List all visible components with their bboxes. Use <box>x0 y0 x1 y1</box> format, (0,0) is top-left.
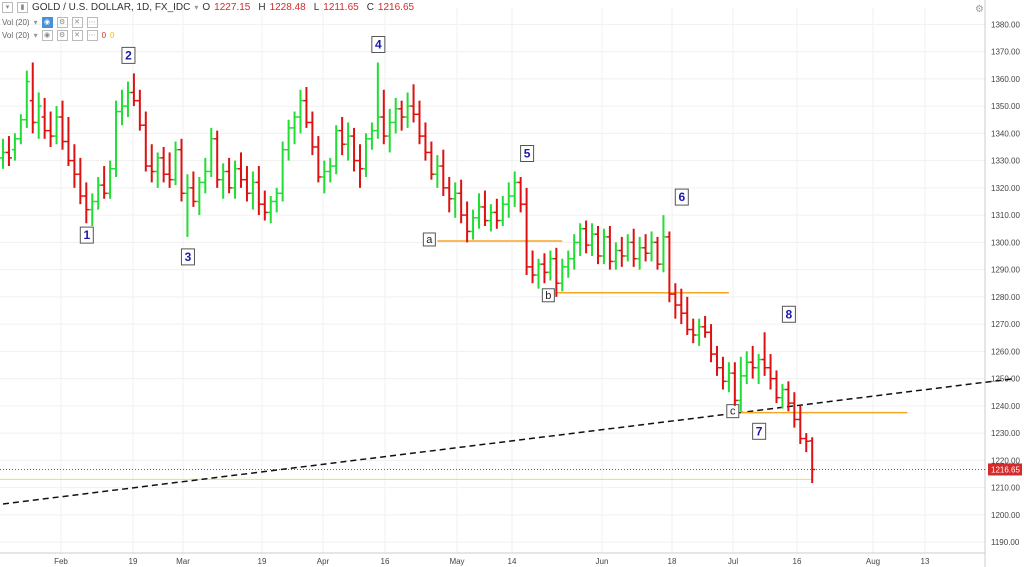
chart-type-icon[interactable]: ▮ <box>17 2 28 13</box>
vol-value-2: 0 <box>110 31 115 40</box>
y-tick-label: 1290.00 <box>991 266 1020 275</box>
x-tick-label: 19 <box>129 557 138 566</box>
x-tick-label: Jun <box>596 557 609 566</box>
x-tick-label: 16 <box>381 557 390 566</box>
vol-indicator-row-2: Vol (20) ▾ ◉ ⚙ ✕ ⋯ 0 0 <box>2 30 115 41</box>
y-tick-label: 1360.00 <box>991 75 1020 84</box>
wave-label-1: 1 <box>83 228 90 242</box>
wave-label-2: 2 <box>125 48 132 62</box>
more-icon[interactable]: ⋯ <box>86 30 98 41</box>
y-tick-label: 1200.00 <box>991 511 1020 520</box>
last-price-tag <box>988 463 1022 476</box>
open-label: O <box>202 2 211 13</box>
wave-label-5: 5 <box>524 147 531 161</box>
y-tick-label: 1350.00 <box>991 102 1020 111</box>
y-tick-label: 1280.00 <box>991 293 1020 302</box>
y-tick-label: 1230.00 <box>991 429 1020 438</box>
wave-label-box-5 <box>520 145 535 162</box>
close-value: 1216.65 <box>377 2 415 13</box>
dropdown-icon[interactable]: ▾ <box>33 18 38 27</box>
x-tick-label: Apr <box>317 557 330 566</box>
x-tick-label: 16 <box>793 557 802 566</box>
box-label-b <box>541 288 555 303</box>
box-label-a <box>422 232 436 247</box>
wave-label-box-1 <box>79 226 94 244</box>
x-tick-label: 13 <box>921 557 930 566</box>
x-tick-label: Aug <box>866 557 880 566</box>
y-tick-label: 1210.00 <box>991 484 1020 493</box>
y-tick-label: 1190.00 <box>991 538 1020 547</box>
vol-indicator-row-1: Vol (20) ▾ ◉ ⚙ ✕ ⋯ <box>2 17 98 28</box>
wave-label-3: 3 <box>185 250 192 264</box>
box-label-c <box>726 404 740 419</box>
y-tick-label: 1330.00 <box>991 157 1020 166</box>
wave-label-box-8 <box>781 305 796 323</box>
eye-icon[interactable]: ◉ <box>41 30 53 41</box>
x-tick-label: Mar <box>176 557 190 566</box>
vol-indicator-label-1[interactable]: Vol (20) <box>2 18 30 27</box>
x-tick-label: 14 <box>508 557 517 566</box>
low-value: 1211.65 <box>323 2 359 13</box>
close-icon[interactable]: ✕ <box>71 30 83 41</box>
collapse-icon[interactable]: ▾ <box>2 2 13 13</box>
box-label-text-b: b <box>545 290 551 302</box>
wave-label-8: 8 <box>786 307 793 321</box>
open-value: 1227.15 <box>214 2 251 13</box>
vol-indicator-label-2[interactable]: Vol (20) <box>2 31 30 40</box>
close-icon[interactable]: ✕ <box>71 17 83 28</box>
symbol-header: ▾ ▮ GOLD / U.S. DOLLAR, 1D, FX_IDC ▾ O 12… <box>2 2 418 13</box>
close-label: C <box>366 2 374 13</box>
wave-label-box-2 <box>121 46 136 64</box>
symbol-title[interactable]: GOLD / U.S. DOLLAR, 1D, FX_IDC <box>32 2 191 13</box>
wave-label-box-7 <box>752 422 767 440</box>
x-tick-label: Jul <box>728 557 738 566</box>
wave-label-4: 4 <box>375 38 382 52</box>
settings-icon[interactable]: ⚙ <box>56 17 68 28</box>
box-label-text-a: a <box>426 234 433 246</box>
y-tick-label: 1320.00 <box>991 184 1020 193</box>
last-price-tag-text: 1216.65 <box>991 465 1020 474</box>
wave-label-box-3 <box>180 248 195 266</box>
x-tick-label: 18 <box>668 557 677 566</box>
y-tick-label: 1370.00 <box>991 48 1020 57</box>
gear-icon: ⚙ <box>975 4 984 15</box>
y-tick-label: 1310.00 <box>991 211 1020 220</box>
y-tick-label: 1340.00 <box>991 129 1020 138</box>
low-label: L <box>313 2 320 13</box>
wave-label-box-4 <box>371 36 386 53</box>
wave-label-7: 7 <box>756 424 763 438</box>
settings-icon[interactable]: ⚙ <box>56 30 68 41</box>
high-value: 1228.48 <box>269 2 306 13</box>
wave-label-box-6 <box>674 188 689 206</box>
x-tick-label: 19 <box>258 557 267 566</box>
eye-icon[interactable]: ◉ <box>41 17 53 28</box>
y-tick-label: 1380.00 <box>991 20 1020 29</box>
x-tick-label: May <box>449 557 464 566</box>
box-label-text-c: c <box>730 406 736 418</box>
vol-value-1: 0 <box>101 31 107 40</box>
y-tick-label: 1220.00 <box>991 456 1020 465</box>
dropdown-icon[interactable]: ▾ <box>33 31 38 40</box>
trendline <box>2 377 1015 505</box>
dropdown-icon[interactable]: ▾ <box>194 3 199 12</box>
y-tick-label: 1300.00 <box>991 238 1020 247</box>
wave-label-6: 6 <box>678 190 685 204</box>
high-label: H <box>258 2 266 13</box>
y-tick-label: 1270.00 <box>991 320 1020 329</box>
y-tick-label: 1260.00 <box>991 347 1020 356</box>
more-icon[interactable]: ⋯ <box>86 17 98 28</box>
x-tick-label: Feb <box>54 557 68 566</box>
y-tick-label: 1240.00 <box>991 402 1020 411</box>
